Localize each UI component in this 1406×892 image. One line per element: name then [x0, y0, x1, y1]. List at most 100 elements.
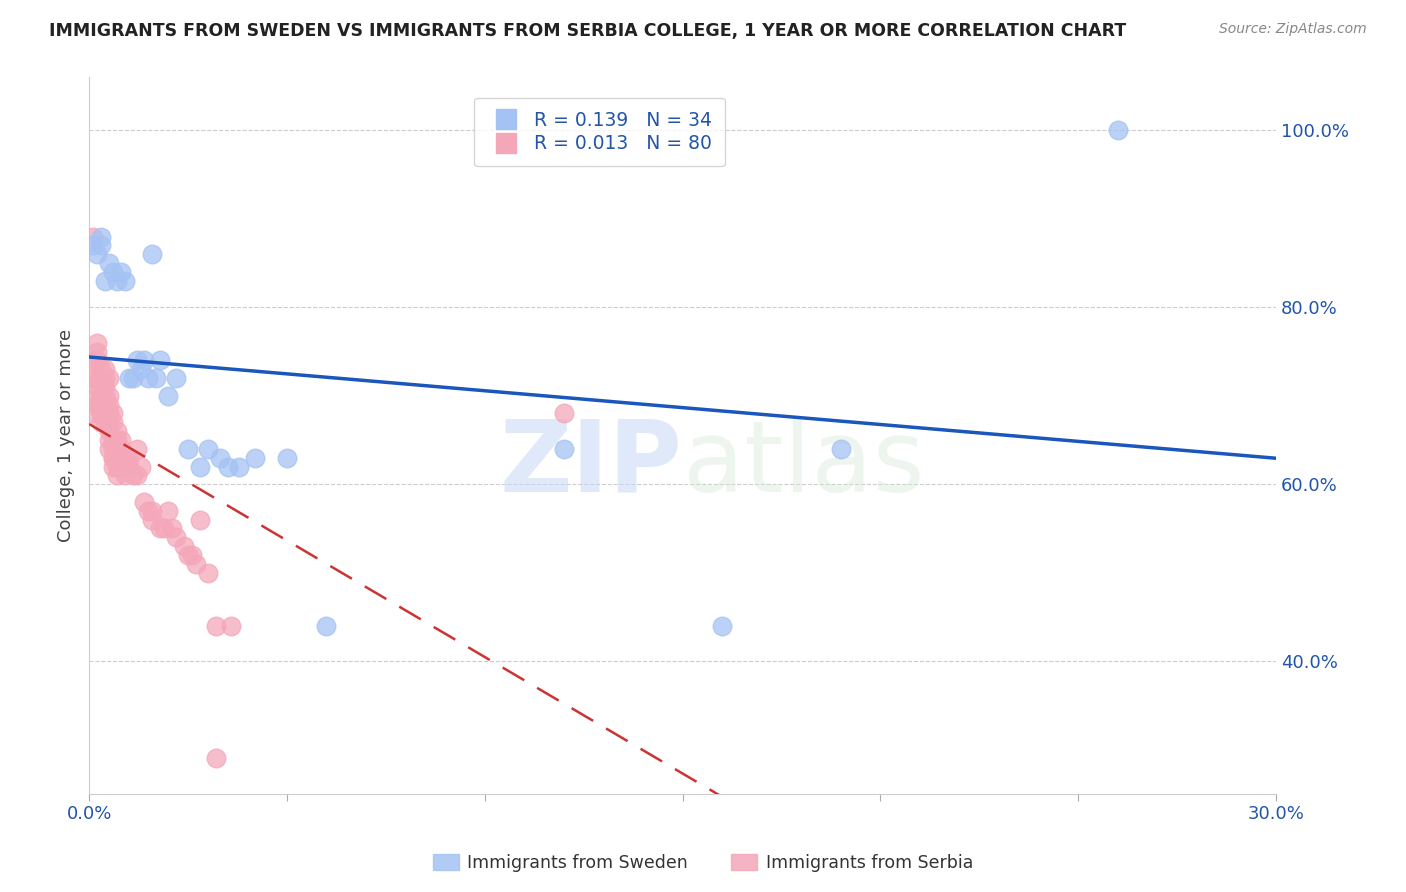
Point [105, 459, 128, 474]
Point [97, 256, 120, 270]
Point [82, 407, 104, 421]
Point [110, 450, 132, 465]
Point [97, 407, 120, 421]
Y-axis label: College, 1 year or more: College, 1 year or more [58, 329, 75, 542]
Point [86, 247, 108, 261]
Point [101, 442, 124, 456]
Point [101, 459, 124, 474]
Point [86, 335, 108, 350]
Point [177, 548, 200, 562]
Point [276, 450, 298, 465]
Point [101, 450, 124, 465]
Legend: Immigrants from Sweden, Immigrants from Serbia: Immigrants from Sweden, Immigrants from … [426, 847, 980, 879]
Point [94, 407, 117, 421]
Point [114, 468, 136, 483]
Point [228, 459, 250, 474]
Point [197, 442, 219, 456]
Point [90, 371, 112, 385]
Point [110, 433, 132, 447]
Text: Source: ZipAtlas.com: Source: ZipAtlas.com [1219, 22, 1367, 37]
Text: IMMIGRANTS FROM SWEDEN VS IMMIGRANTS FROM SERBIA COLLEGE, 1 YEAR OR MORE CORRELA: IMMIGRANTS FROM SWEDEN VS IMMIGRANTS FRO… [49, 22, 1126, 40]
Point [97, 389, 120, 403]
Point [165, 371, 187, 385]
Point [217, 459, 239, 474]
Point [110, 265, 132, 279]
Point [117, 371, 139, 385]
Point [97, 424, 120, 438]
Point [157, 389, 180, 403]
Point [97, 415, 120, 429]
Point [90, 415, 112, 429]
Point [110, 459, 132, 474]
Point [315, 618, 337, 632]
Point [90, 398, 112, 412]
Point [90, 407, 112, 421]
Point [94, 407, 117, 421]
Point [110, 442, 132, 456]
Point [90, 389, 112, 403]
Point [138, 371, 160, 385]
Point [105, 442, 128, 456]
Point [141, 512, 163, 526]
Point [101, 407, 124, 421]
Point [184, 557, 207, 571]
Point [114, 459, 136, 474]
Point [105, 424, 128, 438]
Point [82, 353, 104, 368]
Point [221, 618, 243, 632]
Point [105, 433, 128, 447]
Point [208, 450, 231, 465]
Point [82, 238, 104, 252]
Point [94, 380, 117, 394]
Point [204, 751, 226, 765]
Point [105, 450, 128, 465]
Point [90, 238, 112, 252]
Point [90, 229, 112, 244]
Point [145, 371, 167, 385]
Point [553, 442, 575, 456]
Point [82, 229, 104, 244]
Point [97, 442, 120, 456]
Point [94, 371, 117, 385]
Point [188, 512, 211, 526]
Point [153, 521, 176, 535]
Point [105, 468, 128, 483]
Point [90, 389, 112, 403]
Point [86, 380, 108, 394]
Point [94, 389, 117, 403]
Legend: R = 0.139   N = 34, R = 0.013   N = 80: R = 0.139 N = 34, R = 0.013 N = 80 [474, 97, 725, 167]
Point [149, 353, 172, 368]
Point [553, 407, 575, 421]
Point [134, 353, 156, 368]
Point [125, 353, 148, 368]
Point [129, 362, 152, 376]
Point [105, 274, 128, 288]
Point [177, 442, 200, 456]
Point [97, 371, 120, 385]
Point [94, 362, 117, 376]
Point [157, 504, 180, 518]
Point [97, 398, 120, 412]
Point [160, 521, 183, 535]
Point [117, 450, 139, 465]
Point [114, 274, 136, 288]
Point [121, 371, 143, 385]
Point [165, 530, 187, 544]
Point [97, 433, 120, 447]
Point [830, 442, 852, 456]
Point [138, 504, 160, 518]
Point [245, 450, 267, 465]
Point [188, 459, 211, 474]
Point [125, 442, 148, 456]
Point [149, 521, 172, 535]
Text: ZIP: ZIP [499, 416, 682, 513]
Point [114, 450, 136, 465]
Point [141, 504, 163, 518]
Point [197, 566, 219, 580]
Point [101, 433, 124, 447]
Point [117, 459, 139, 474]
Point [121, 468, 143, 483]
Point [86, 371, 108, 385]
Point [173, 539, 195, 553]
Point [129, 459, 152, 474]
